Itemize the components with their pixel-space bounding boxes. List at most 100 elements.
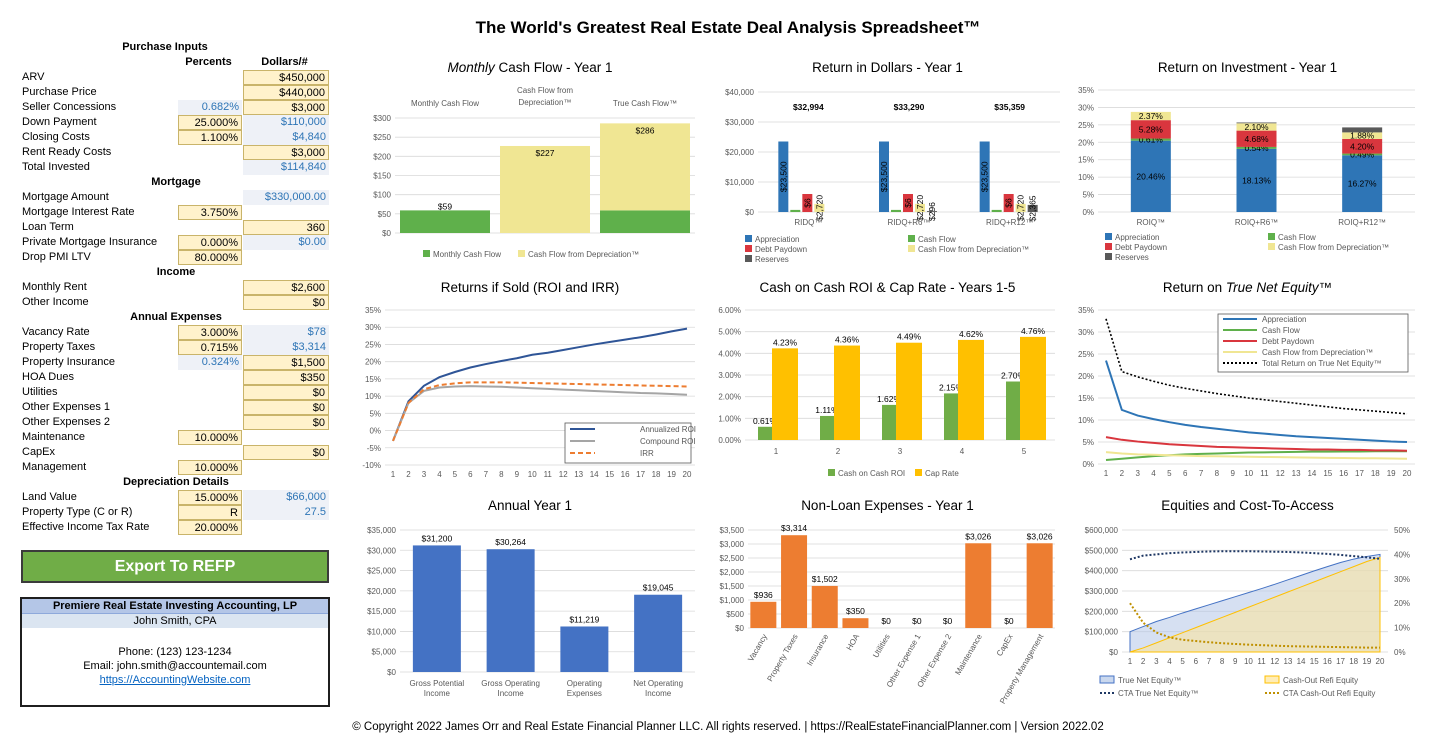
input-row-capex: CapEx $0 (20, 445, 332, 460)
export-to-refp-button[interactable]: Export To REFP (21, 550, 329, 583)
contact-website-link[interactable]: https://AccountingWebsite.com (99, 674, 251, 686)
dollar-input[interactable]: $0 (243, 385, 329, 400)
bar (750, 601, 777, 628)
percent-input[interactable]: 80.000% (178, 250, 242, 265)
category-label: Monthly Cash Flow (411, 99, 479, 108)
category-label: RIDQ+R12™ (986, 218, 1033, 227)
percent-input[interactable]: 0.000% (178, 235, 242, 250)
dollar-input[interactable]: $3,000 (243, 100, 329, 115)
purchase-inputs-header: Purchase Inputs (122, 41, 208, 53)
bar (1130, 140, 1171, 212)
y-tick-label: 0.00% (718, 436, 741, 445)
input-row-drop-pmi-ltv: Drop PMI LTV 80.000% (20, 250, 332, 265)
x-tick-label: 12 (1270, 657, 1279, 666)
y-tick-label: -5% (367, 444, 381, 453)
percent-input[interactable]: 10.000% (178, 430, 242, 445)
percent-input[interactable]: R (178, 505, 242, 520)
percent-input[interactable]: 1.100% (178, 130, 242, 145)
x-tick-label: 3 (1154, 657, 1159, 666)
percent-input[interactable]: 3.000% (178, 325, 242, 340)
bar (1342, 127, 1383, 133)
dollar-input[interactable]: $1,500 (243, 355, 329, 370)
x-tick-label: 7 (1207, 657, 1212, 666)
y-tick-label: $200,000 (1085, 607, 1119, 616)
series-line (1129, 602, 1380, 649)
bar (1236, 130, 1277, 147)
annual-year-1-chart: Annual Year 1 $0 $5,000 $10,000 $15,000 $20,… (355, 498, 705, 713)
bar (965, 543, 992, 628)
y-tick-label: $20,000 (367, 587, 396, 596)
category-label: CapEx (995, 633, 1015, 658)
y-tick-label: 20% (1078, 138, 1094, 147)
legend-label: Monthly Cash Flow (433, 250, 501, 259)
x-tick-label: 2 (1141, 657, 1146, 666)
input-label: Rent Ready Costs (22, 146, 112, 158)
bar (1026, 543, 1053, 628)
data-label: $23,500 (980, 161, 990, 192)
y-tick-label: 15% (1078, 156, 1094, 165)
input-row-arv: ARV $450,000 (20, 70, 332, 85)
input-row-down-payment: Down Payment 25.000% $110,000 (20, 115, 332, 130)
bar (896, 342, 922, 440)
bar (1342, 132, 1383, 139)
data-label: $0 (881, 616, 891, 626)
dollar-input[interactable]: $0 (243, 400, 329, 415)
dollar-value: $78 (243, 325, 329, 340)
x-tick-label: 20 (1403, 469, 1412, 478)
percent-input[interactable]: 3.750% (178, 205, 242, 220)
input-label: Effective Income Tax Rate (22, 521, 150, 533)
input-label: Seller Concessions (22, 101, 117, 113)
y-tick-label: 2.00% (718, 393, 741, 402)
percent-input[interactable]: 25.000% (178, 115, 242, 130)
dollar-input[interactable]: $0 (243, 295, 329, 310)
data-label: $3,314 (781, 523, 807, 533)
percent-input[interactable]: 20.000% (178, 520, 242, 535)
input-row-property-type-c-or-r: Property Type (C or R) R 27.5 (20, 505, 332, 520)
legend-label: Cash Flow from Depreciation™ (1262, 348, 1373, 357)
input-label: Other Expenses 1 (22, 401, 111, 413)
input-label: Purchase Price (22, 86, 97, 98)
x-tick-label: 8 (499, 470, 504, 479)
chart-svg: $0 $100,000 $200,000 $300,000 $400,000 $500,0… (1085, 526, 1410, 698)
data-label: $31,200 (422, 533, 453, 543)
x-tick-label: 2 (1120, 469, 1125, 478)
bar (500, 145, 590, 233)
dollar-input[interactable]: $0 (243, 445, 329, 460)
data-label: $30,264 (495, 537, 526, 547)
dollar-input[interactable]: $350 (243, 370, 329, 385)
y2-tick-label: 10% (1394, 624, 1410, 633)
y-tick-label: $10,000 (725, 178, 754, 187)
y-tick-label: $1,000 (720, 596, 745, 605)
chart-svg: 0% 5% 10% 15% 20% 25% 30% 35% 20.46% 0.61%5.28% 2.… (1078, 86, 1415, 262)
legend-swatch (1268, 243, 1275, 250)
income-rows: Monthly Rent $2,600 Other Income $0 (20, 280, 332, 310)
percent-input[interactable]: 15.000% (178, 490, 242, 505)
category-label: Gross Operating (481, 679, 540, 688)
category-label: True Cash Flow™ (613, 99, 677, 108)
bar (842, 618, 869, 628)
dollar-input[interactable]: 360 (243, 220, 329, 235)
x-tick-label: 10 (528, 470, 537, 479)
x-tick-label: 9 (515, 470, 520, 479)
column-headers: Percents Dollars/# (20, 55, 332, 70)
data-label: $2,720 (1016, 195, 1026, 221)
dollar-input[interactable]: $0 (243, 415, 329, 430)
input-row-loan-term: Loan Term 360 (20, 220, 332, 235)
bar (814, 203, 825, 212)
x-tick-label: 16 (1339, 469, 1348, 478)
x-tick-label: 4 (1167, 657, 1172, 666)
bar (1020, 336, 1046, 440)
bar (1003, 194, 1014, 212)
dollar-input[interactable]: $450,000 (243, 70, 329, 85)
legend-label: Cash Flow from Depreciation™ (918, 245, 1029, 254)
data-label: $2,365 (1028, 195, 1038, 221)
dollar-input[interactable]: $440,000 (243, 85, 329, 100)
depreciation-rows: Land Value 15.000% $66,000 Property Type (C… (20, 490, 332, 535)
input-row-property-taxes: Property Taxes 0.715% $3,314 (20, 340, 332, 355)
legend-label: Cap Rate (925, 469, 959, 478)
percent-input[interactable]: 0.715% (178, 340, 242, 355)
income-header: Income (156, 266, 196, 278)
dollar-input[interactable]: $3,000 (243, 145, 329, 160)
percent-input[interactable]: 10.000% (178, 460, 242, 475)
dollar-input[interactable]: $2,600 (243, 280, 329, 295)
